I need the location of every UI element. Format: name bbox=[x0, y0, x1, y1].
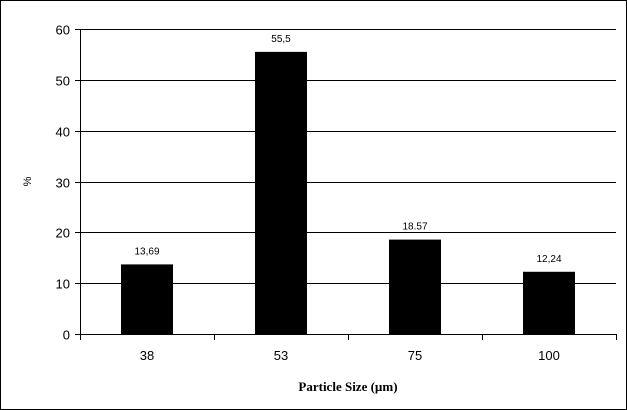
x-axis-title: Particle Size (µm) bbox=[298, 379, 397, 394]
bar-75 bbox=[389, 239, 441, 334]
y-axis-title: % bbox=[22, 176, 34, 186]
x-tick-label: 53 bbox=[274, 348, 288, 363]
y-tick-labels: 0 10 20 30 40 50 60 bbox=[56, 23, 70, 343]
y-tick-label: 60 bbox=[56, 23, 70, 38]
data-labels: 13,69 55,5 18.57 12,24 bbox=[134, 34, 561, 265]
x-tick-label: 75 bbox=[408, 348, 422, 363]
bar-100 bbox=[523, 271, 575, 334]
y-tick-label: 30 bbox=[56, 176, 70, 191]
data-label: 18.57 bbox=[402, 222, 427, 233]
x-tick-label: 100 bbox=[538, 348, 560, 363]
data-label: 55,5 bbox=[271, 34, 291, 45]
bar-38 bbox=[121, 264, 173, 334]
y-tick-label: 20 bbox=[56, 226, 70, 241]
bars bbox=[121, 51, 575, 334]
y-tick-label: 0 bbox=[63, 328, 70, 343]
bar-53 bbox=[255, 51, 307, 334]
y-tick-label: 10 bbox=[56, 277, 70, 292]
data-label: 13,69 bbox=[134, 246, 159, 257]
x-tick-labels: 38 53 75 100 bbox=[140, 348, 560, 363]
gridlines bbox=[80, 29, 616, 284]
data-label: 12,24 bbox=[536, 254, 561, 265]
y-tick-label: 40 bbox=[56, 125, 70, 140]
axes bbox=[75, 29, 617, 340]
y-tick-label: 50 bbox=[56, 74, 70, 89]
x-tick-label: 38 bbox=[140, 348, 154, 363]
